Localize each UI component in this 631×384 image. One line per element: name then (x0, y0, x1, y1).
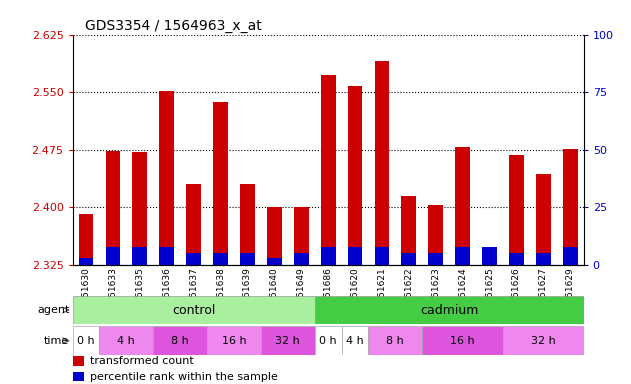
Text: 0 h: 0 h (77, 336, 95, 346)
Bar (401, 196, 416, 265)
Bar (153, 326, 207, 355)
Text: GSM251627: GSM251627 (539, 267, 548, 322)
Bar (428, 205, 443, 265)
Bar (186, 253, 201, 265)
Bar (159, 247, 174, 265)
Bar (213, 253, 228, 265)
Bar (240, 253, 255, 265)
Bar (428, 253, 443, 265)
Text: GDS3354 / 1564963_x_at: GDS3354 / 1564963_x_at (85, 19, 262, 33)
Bar (267, 258, 281, 265)
Text: GSM251626: GSM251626 (512, 267, 521, 322)
Text: 4 h: 4 h (117, 336, 135, 346)
Bar (213, 102, 228, 265)
Bar (321, 75, 336, 265)
Bar (536, 253, 551, 265)
Text: 16 h: 16 h (221, 336, 246, 346)
Text: GSM251622: GSM251622 (404, 267, 413, 322)
Bar (315, 296, 584, 324)
Bar (73, 356, 84, 366)
Bar (73, 326, 100, 355)
Text: control: control (172, 304, 215, 316)
Text: GSM251640: GSM251640 (270, 267, 279, 322)
Bar (369, 326, 422, 355)
Text: GSM251633: GSM251633 (109, 267, 117, 322)
Text: agent: agent (37, 305, 69, 315)
Bar (133, 247, 147, 265)
Text: 16 h: 16 h (451, 336, 475, 346)
Text: time: time (44, 336, 69, 346)
Bar (348, 86, 362, 265)
Bar (563, 247, 577, 265)
Text: GSM251636: GSM251636 (162, 267, 171, 322)
Bar (105, 151, 121, 265)
Text: GSM251638: GSM251638 (216, 267, 225, 322)
Text: GSM251623: GSM251623 (431, 267, 440, 322)
Bar (315, 326, 341, 355)
Bar (455, 147, 470, 265)
Text: GSM251620: GSM251620 (351, 267, 360, 322)
Text: GSM251639: GSM251639 (243, 267, 252, 322)
Bar (159, 91, 174, 265)
Text: 32 h: 32 h (531, 336, 556, 346)
Text: GSM251686: GSM251686 (324, 267, 333, 322)
Text: 8 h: 8 h (171, 336, 189, 346)
Text: GSM251649: GSM251649 (297, 267, 305, 322)
Bar (294, 253, 309, 265)
Bar (503, 326, 584, 355)
Text: 4 h: 4 h (346, 336, 364, 346)
Bar (455, 247, 470, 265)
Text: transformed count: transformed count (90, 356, 194, 366)
Bar (261, 326, 315, 355)
Text: 8 h: 8 h (387, 336, 404, 346)
Bar (563, 149, 577, 265)
Bar (509, 253, 524, 265)
Bar (348, 247, 362, 265)
Bar (73, 296, 315, 324)
Bar (536, 174, 551, 265)
Text: 32 h: 32 h (275, 336, 300, 346)
Bar (240, 184, 255, 265)
Bar (482, 247, 497, 265)
Bar (375, 247, 389, 265)
Bar (294, 207, 309, 265)
Bar (79, 258, 93, 265)
Text: GSM251635: GSM251635 (135, 267, 144, 322)
Text: 0 h: 0 h (319, 336, 337, 346)
Bar (207, 326, 261, 355)
Text: GSM251625: GSM251625 (485, 267, 494, 322)
Text: GSM251624: GSM251624 (458, 267, 467, 322)
Bar (79, 214, 93, 265)
Bar (186, 184, 201, 265)
Bar (73, 372, 84, 381)
Text: GSM251629: GSM251629 (566, 267, 575, 322)
Text: percentile rank within the sample: percentile rank within the sample (90, 372, 278, 382)
Text: cadmium: cadmium (420, 304, 478, 316)
Bar (422, 326, 503, 355)
Bar (100, 326, 153, 355)
Text: GSM251621: GSM251621 (377, 267, 386, 322)
Bar (341, 326, 369, 355)
Text: GSM251630: GSM251630 (81, 267, 90, 322)
Bar (133, 152, 147, 265)
Bar (401, 253, 416, 265)
Bar (321, 247, 336, 265)
Bar (105, 247, 121, 265)
Bar (482, 263, 497, 265)
Bar (267, 207, 281, 265)
Text: GSM251637: GSM251637 (189, 267, 198, 322)
Bar (375, 61, 389, 265)
Bar (509, 155, 524, 265)
